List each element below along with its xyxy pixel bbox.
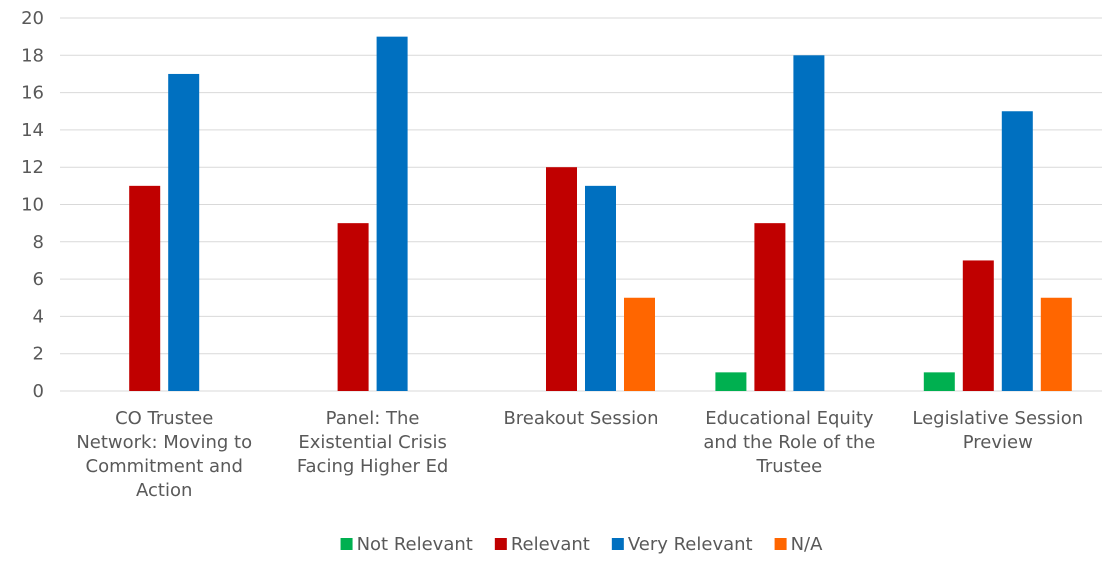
x-category-label: Breakout Session (503, 408, 658, 429)
x-category-label: Educational Equity and the Role of the Tru… (703, 408, 875, 477)
legend-label-not-relevant: Not Relevant (357, 534, 473, 555)
legend-label-n-a: N/A (791, 534, 824, 555)
x-category-label: Panel: The Existential Crisis Facing Highe… (297, 408, 449, 477)
y-tick-label: 20 (21, 8, 44, 29)
bar-relevant (754, 223, 786, 391)
bars (129, 36, 1072, 392)
legend-swatch-n-a (774, 538, 787, 550)
y-tick-label: 16 (21, 83, 44, 104)
y-tick-label: 4 (33, 306, 44, 327)
y-tick-label: 0 (33, 381, 44, 402)
y-tick-label: 12 (21, 157, 44, 178)
y-tick-label: 14 (21, 120, 44, 141)
legend-label-very-relevant: Very Relevant (628, 534, 753, 555)
bar-very-relevant (585, 185, 616, 391)
legend-label-relevant: Relevant (511, 534, 590, 555)
bar-not-relevant (923, 372, 955, 391)
y-axis-tick-labels: 0 2 4 6 8 10 12 14 16 18 20 (21, 8, 44, 402)
legend-swatch-not-relevant (340, 538, 353, 550)
legend-swatch-very-relevant (611, 538, 624, 550)
bar-relevant (129, 185, 161, 391)
bar-very-relevant (168, 73, 200, 391)
y-tick-label: 6 (33, 269, 44, 290)
gridlines (60, 17, 1102, 392)
legend-swatch-relevant (494, 538, 507, 550)
y-tick-label: 2 (33, 344, 44, 365)
legend: Not Relevant Relevant Very Relevant N/A (340, 534, 824, 555)
bar-relevant (962, 260, 994, 391)
bar-very-relevant (1001, 111, 1033, 391)
bar-not-relevant (715, 372, 747, 391)
y-tick-label: 18 (21, 45, 44, 66)
y-tick-label: 8 (33, 232, 44, 253)
x-category-label: CO Trustee Network: Moving to Commitment a… (76, 408, 252, 501)
bar-relevant (546, 167, 577, 391)
bar-n-a (624, 297, 655, 391)
bar-very-relevant (376, 36, 408, 392)
x-axis-category-labels: CO Trustee Network: Moving to Commitment a… (76, 408, 1083, 501)
y-tick-label: 10 (21, 195, 44, 216)
bar-n-a (1040, 297, 1072, 391)
bar-very-relevant (793, 55, 825, 392)
bar-relevant (337, 223, 369, 391)
x-category-label: Legislative Session Preview (912, 408, 1083, 453)
